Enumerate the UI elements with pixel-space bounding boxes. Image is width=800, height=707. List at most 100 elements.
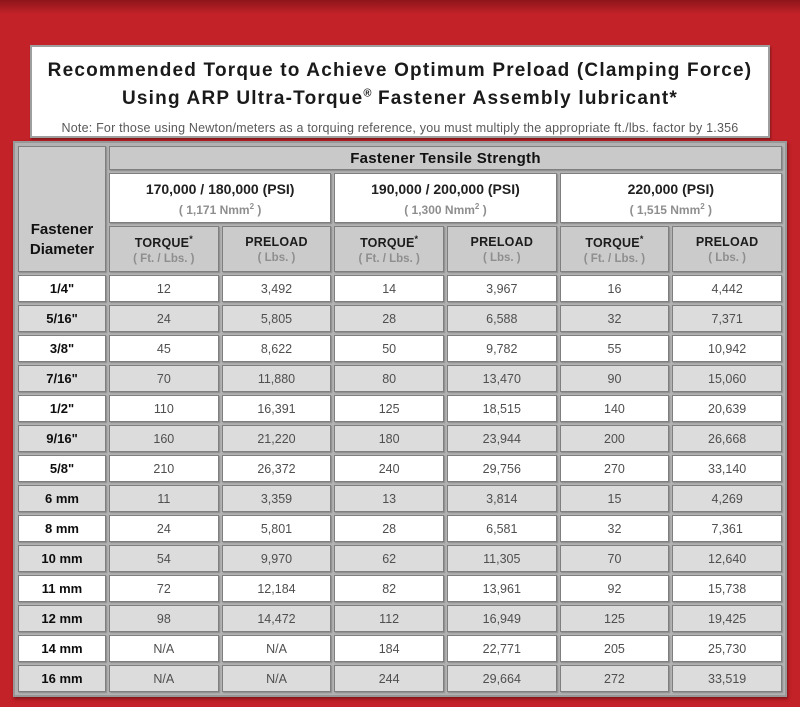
preload-value-cell: 22,771 bbox=[446, 635, 557, 662]
preload-label: PRELOAD bbox=[448, 235, 556, 249]
preload-label-text: PRELOAD bbox=[470, 235, 534, 249]
preload-value-cell: 12,640 bbox=[672, 545, 782, 572]
preload-value-cell: 9,970 bbox=[221, 545, 332, 572]
table-row: 1/4" 12 3,492 14 3,967 16 4,442 bbox=[18, 275, 782, 302]
preload-value-cell: 16,391 bbox=[221, 395, 332, 422]
torque-value-cell: 125 bbox=[559, 605, 670, 632]
torque-value-cell: 90 bbox=[559, 365, 670, 392]
title-box: Recommended Torque to Achieve Optimum Pr… bbox=[30, 45, 770, 138]
table-row: 16 mm N/A N/A 244 29,664 272 33,519 bbox=[18, 665, 782, 692]
nmm-close: ) bbox=[479, 203, 487, 217]
table-row: 11 mm 72 12,184 82 13,961 92 15,738 bbox=[18, 575, 782, 602]
preload-value-cell: 13,470 bbox=[446, 365, 557, 392]
nmm-text: ( 1,171 Nmm bbox=[178, 203, 250, 217]
table-row: 7/16" 70 11,880 80 13,470 90 15,060 bbox=[18, 365, 782, 392]
table-row: 5/16" 24 5,805 28 6,588 32 7,371 bbox=[18, 305, 782, 332]
psi-value: 220,000 (PSI) bbox=[627, 181, 714, 197]
torque-value-cell: 14 bbox=[334, 275, 444, 302]
torque-column-header-1: TORQUE* ( Ft. / Lbs. ) bbox=[109, 226, 219, 272]
fastener-diameter-header-line1: Fastener bbox=[30, 221, 94, 238]
torque-spec-table: Fastener Diameter Fastener Tensile Stren… bbox=[13, 141, 787, 697]
torque-value-cell: 210 bbox=[109, 455, 219, 482]
table-row: 5/8" 210 26,372 240 29,756 270 33,140 bbox=[18, 455, 782, 482]
preload-label-text: PRELOAD bbox=[245, 235, 308, 249]
torque-value-cell: 240 bbox=[334, 455, 444, 482]
title-text-2b: Fastener Assembly lubricant* bbox=[371, 87, 679, 109]
torque-value-cell: 15 bbox=[559, 485, 670, 512]
torque-unit: ( Ft. / Lbs. ) bbox=[133, 253, 195, 266]
torque-value-cell: 45 bbox=[109, 335, 219, 362]
fastener-diameter-cell: 3/8" bbox=[18, 335, 106, 362]
torque-value-cell: 205 bbox=[559, 635, 670, 662]
nmm-text: ( 1,515 Nmm bbox=[629, 203, 701, 217]
torque-value-cell: 32 bbox=[559, 305, 670, 332]
torque-value-cell: 54 bbox=[109, 545, 219, 572]
preload-value-cell: 25,730 bbox=[672, 635, 782, 662]
torque-column-header-3: TORQUE* ( Ft. / Lbs. ) bbox=[559, 226, 670, 272]
preload-value-cell: 10,942 bbox=[672, 335, 782, 362]
torque-value-cell: 92 bbox=[559, 575, 670, 602]
preload-value-cell: 33,519 bbox=[672, 665, 782, 692]
preload-column-header-1: PRELOAD ( Lbs. ) bbox=[221, 226, 332, 272]
torque-value-cell: 62 bbox=[334, 545, 444, 572]
torque-value-cell: 12 bbox=[109, 275, 219, 302]
nmm-text: ( 1,300 Nmm bbox=[404, 203, 475, 217]
page-title-line2: Using ARP Ultra-Torque® Fastener Assembl… bbox=[32, 85, 768, 113]
preload-unit: ( Lbs. ) bbox=[257, 252, 296, 264]
preload-value-cell: N/A bbox=[221, 635, 332, 662]
fastener-diameter-cell: 10 mm bbox=[18, 545, 106, 572]
column-header-row: TORQUE* ( Ft. / Lbs. ) PRELOAD ( Lbs. ) … bbox=[18, 226, 782, 272]
preload-value-cell: 6,588 bbox=[446, 305, 557, 332]
torque-value-cell: N/A bbox=[109, 665, 219, 692]
torque-asterisk: * bbox=[414, 233, 419, 244]
nmm-superscript: 2 bbox=[474, 202, 480, 211]
torque-label-text: TORQUE bbox=[134, 236, 190, 251]
psi-group-170-180: 170,000 / 180,000 (PSI) ( 1,171 Nmm2 ) bbox=[109, 173, 332, 223]
title-text-1: Recommended Torque to Achieve Optimum Pr… bbox=[47, 60, 753, 81]
torque-label: TORQUE* bbox=[110, 234, 218, 250]
preload-unit: ( Lbs. ) bbox=[708, 252, 746, 264]
torque-value-cell: 24 bbox=[109, 515, 219, 542]
preload-unit: ( Lbs. ) bbox=[482, 252, 521, 264]
preload-value-cell: 5,801 bbox=[221, 515, 332, 542]
preload-label-text: PRELOAD bbox=[695, 235, 759, 249]
table-row: 6 mm 11 3,359 13 3,814 15 4,269 bbox=[18, 485, 782, 512]
torque-asterisk: * bbox=[189, 233, 193, 244]
preload-value-cell: 26,372 bbox=[221, 455, 332, 482]
tensile-strength-row: Fastener Diameter Fastener Tensile Stren… bbox=[18, 146, 782, 272]
torque-value-cell: 32 bbox=[559, 515, 670, 542]
torque-value-cell: 82 bbox=[334, 575, 444, 602]
table-row: 12 mm 98 14,472 112 16,949 125 19,425 bbox=[18, 605, 782, 632]
nmm-close: ) bbox=[704, 203, 713, 217]
preload-value-cell: 3,967 bbox=[446, 275, 557, 302]
nmm-close: ) bbox=[254, 203, 262, 217]
preload-value-cell: 11,880 bbox=[221, 365, 332, 392]
preload-column-header-2: PRELOAD ( Lbs. ) bbox=[446, 226, 557, 272]
preload-value-cell: 7,371 bbox=[672, 305, 782, 332]
torque-value-cell: 80 bbox=[334, 365, 444, 392]
preload-value-cell: 15,738 bbox=[672, 575, 782, 602]
preload-value-cell: 14,472 bbox=[221, 605, 332, 632]
preload-label: PRELOAD bbox=[673, 235, 781, 249]
fastener-diameter-cell: 8 mm bbox=[18, 515, 106, 542]
fastener-diameter-cell: 5/8" bbox=[18, 455, 106, 482]
torque-value-cell: 11 bbox=[109, 485, 219, 512]
fastener-diameter-cell: 9/16" bbox=[18, 425, 106, 452]
psi-group-220: 220,000 (PSI) ( 1,515 Nmm2 ) bbox=[559, 173, 782, 223]
preload-label: PRELOAD bbox=[223, 235, 331, 249]
fastener-diameter-cell: 11 mm bbox=[18, 575, 106, 602]
torque-value-cell: 70 bbox=[109, 365, 219, 392]
fastener-diameter-cell: 12 mm bbox=[18, 605, 106, 632]
torque-label-text: TORQUE bbox=[585, 236, 640, 251]
torque-value-cell: 70 bbox=[559, 545, 670, 572]
tensile-strength-header: Fastener Tensile Strength bbox=[109, 146, 782, 170]
preload-value-cell: 33,140 bbox=[672, 455, 782, 482]
torque-value-cell: 55 bbox=[559, 335, 670, 362]
preload-value-cell: 7,361 bbox=[672, 515, 782, 542]
torque-label: TORQUE* bbox=[335, 234, 443, 250]
fastener-diameter-cell: 16 mm bbox=[18, 665, 106, 692]
registered-trademark-symbol: ® bbox=[363, 87, 372, 100]
table-row: 3/8" 45 8,622 50 9,782 55 10,942 bbox=[18, 335, 782, 362]
torque-value-cell: 244 bbox=[334, 665, 444, 692]
